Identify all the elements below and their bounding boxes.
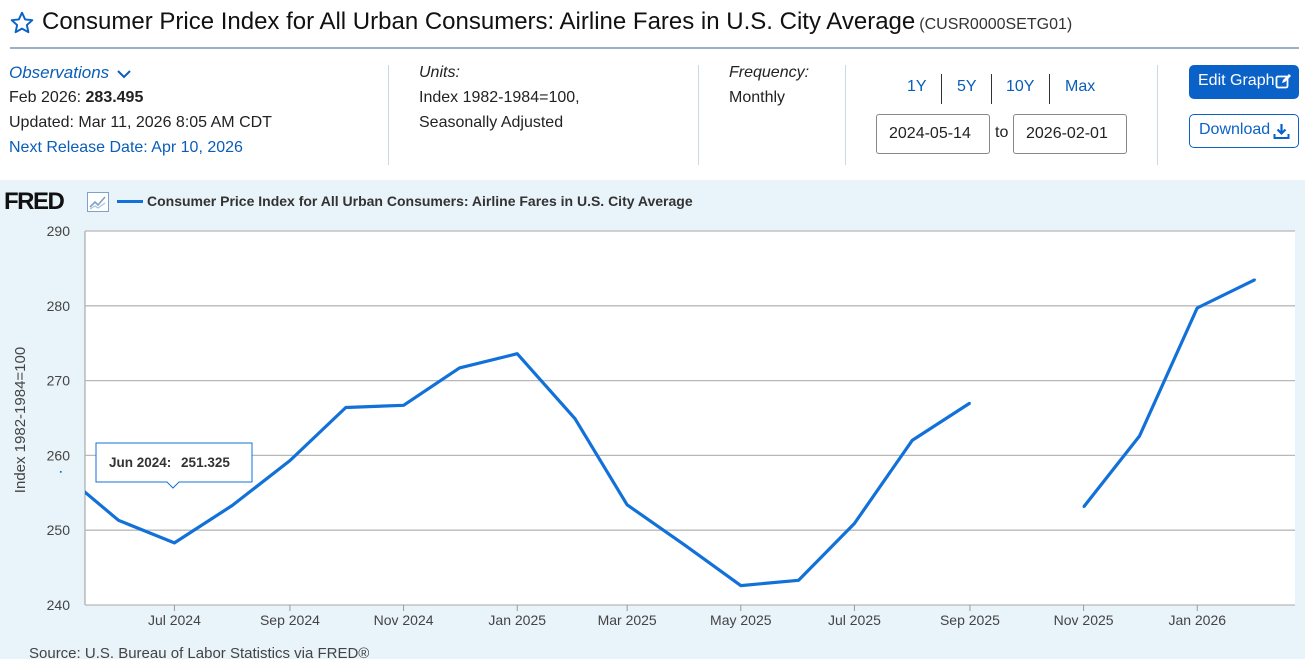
data-point[interactable] xyxy=(117,519,120,522)
x-tick-label: Sep 2025 xyxy=(940,612,1000,628)
data-point[interactable] xyxy=(1082,506,1085,509)
download-button[interactable]: Download xyxy=(1189,114,1299,148)
x-axis-ticks: Jul 2024 Sep 2024 Nov 2024 Jan 2025 Mar 2025… xyxy=(148,605,1226,628)
range-separator xyxy=(991,74,992,104)
end-date-input[interactable] xyxy=(1013,114,1127,154)
series-id: (CUSR0000SETG01) xyxy=(919,16,1073,33)
x-tick-label: Jul 2025 xyxy=(828,612,881,628)
range-5y-button[interactable]: 5Y xyxy=(957,78,977,95)
page-title: Consumer Price Index for All Urban Consu… xyxy=(42,8,1072,36)
data-point[interactable] xyxy=(1196,307,1199,310)
data-point[interactable] xyxy=(173,541,176,544)
data-point[interactable] xyxy=(626,503,629,506)
data-point[interactable] xyxy=(59,470,62,473)
x-tick-label: Sep 2024 xyxy=(260,612,320,628)
data-point[interactable] xyxy=(344,406,347,409)
tooltip-value: 251.325 xyxy=(181,455,230,470)
observations-toggle[interactable]: Observations xyxy=(9,60,272,85)
legend-label: Consumer Price Index for All Urban Consu… xyxy=(147,193,693,209)
y-tick-label: 240 xyxy=(47,597,71,613)
y-tick-label: 290 xyxy=(47,223,71,239)
data-points xyxy=(59,278,1256,587)
series-line xyxy=(1082,278,1256,508)
observations-label: Observations xyxy=(9,63,110,82)
date-range-to-label: to xyxy=(995,124,1009,141)
divider xyxy=(388,65,389,165)
data-point[interactable] xyxy=(516,352,519,355)
series-title: Consumer Price Index for All Urban Consu… xyxy=(42,8,916,35)
title-divider xyxy=(10,47,1299,49)
star-icon[interactable] xyxy=(9,10,35,36)
edit-icon xyxy=(1275,74,1291,89)
data-point[interactable] xyxy=(458,366,461,369)
data-point[interactable] xyxy=(402,404,405,407)
y-axis-ticks: 240 250 260 270 280 290 xyxy=(47,223,71,613)
start-date-input[interactable] xyxy=(876,114,990,154)
title-bar: Consumer Price Index for All Urban Consu… xyxy=(0,0,1305,48)
units-label: Units: xyxy=(419,64,460,81)
units-line2: Seasonally Adjusted xyxy=(419,114,564,131)
line-chart: 240 250 260 270 280 290 Jul 2024 Sep 2024 Nov 2… xyxy=(12,223,1295,628)
y-axis-label: Index 1982-1984=100 xyxy=(12,347,29,493)
source-note: Source: U.S. Bureau of Labor Statistics … xyxy=(29,645,370,659)
y-tick-label: 280 xyxy=(47,298,71,314)
chevron-down-icon xyxy=(117,69,131,78)
data-point[interactable] xyxy=(911,439,914,442)
tooltip: Jun 2024: 251.325 xyxy=(95,442,253,489)
data-point[interactable] xyxy=(968,402,971,405)
updated-text: Updated: Mar 11, 2026 8:05 AM CDT xyxy=(9,114,272,131)
x-tick-label: Mar 2025 xyxy=(598,612,657,628)
x-tick-label: Nov 2025 xyxy=(1054,612,1114,628)
units-panel: Units: Index 1982-1984=100, Seasonally A… xyxy=(419,60,580,135)
range-separator xyxy=(1049,74,1050,104)
units-line1: Index 1982-1984=100, xyxy=(419,89,580,106)
x-tick-label: Nov 2024 xyxy=(374,612,434,628)
svg-text:Jun 2024: 251.325: Jun 2024: 251.325 xyxy=(109,455,230,470)
divider xyxy=(845,65,846,165)
fred-logo[interactable]: FRED xyxy=(4,188,65,215)
chart-line-icon xyxy=(87,192,109,212)
divider xyxy=(1157,65,1158,165)
next-release-link[interactable]: Next Release Date: Apr 10, 2026 xyxy=(9,139,243,156)
frequency-value: Monthly xyxy=(729,89,786,106)
frequency-panel: Frequency: Monthly xyxy=(729,60,809,110)
legend-swatch xyxy=(117,200,143,203)
data-point[interactable] xyxy=(288,459,291,462)
y-tick-label: 250 xyxy=(47,522,71,538)
latest-value: 283.495 xyxy=(85,89,144,106)
range-max-button[interactable]: Max xyxy=(1065,78,1096,95)
observations-panel: Observations Feb 2026: 283.495 Updated: … xyxy=(9,60,272,160)
divider xyxy=(698,65,699,165)
x-tick-label: Jul 2024 xyxy=(148,612,201,628)
x-tick-label: Jan 2025 xyxy=(488,612,546,628)
x-tick-label: Jan 2026 xyxy=(1168,612,1226,628)
download-label: Download xyxy=(1199,121,1271,138)
data-point[interactable] xyxy=(1138,434,1141,437)
data-point[interactable] xyxy=(683,544,686,547)
x-tick-label: May 2025 xyxy=(710,612,772,628)
y-tick-label: 270 xyxy=(47,373,71,389)
latest-date: Feb 2026: xyxy=(9,89,82,106)
data-point[interactable] xyxy=(797,579,800,582)
gridlines xyxy=(84,230,1295,606)
data-point[interactable] xyxy=(231,504,234,507)
range-10y-button[interactable]: 10Y xyxy=(1006,78,1035,95)
y-tick-label: 260 xyxy=(47,447,71,463)
range-separator xyxy=(941,74,942,104)
data-point[interactable] xyxy=(1254,278,1256,281)
data-point[interactable] xyxy=(853,522,856,525)
download-icon xyxy=(1273,124,1290,139)
range-1y-button[interactable]: 1Y xyxy=(907,78,927,95)
latest-observation: Feb 2026: 283.495 xyxy=(9,85,272,110)
frequency-label: Frequency: xyxy=(729,64,810,81)
data-point[interactable] xyxy=(739,584,742,587)
edit-graph-label: Edit Graph xyxy=(1198,72,1275,89)
plot-background xyxy=(85,231,1295,605)
edit-graph-button[interactable]: Edit Graph xyxy=(1189,65,1299,99)
data-point[interactable] xyxy=(573,417,576,420)
tooltip-date: Jun 2024: xyxy=(109,455,171,470)
